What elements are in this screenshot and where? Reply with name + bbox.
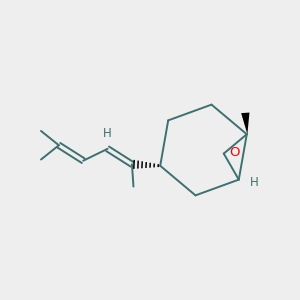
Polygon shape bbox=[241, 112, 250, 134]
Text: O: O bbox=[229, 146, 240, 159]
Text: H: H bbox=[103, 127, 111, 140]
Text: H: H bbox=[250, 176, 259, 189]
